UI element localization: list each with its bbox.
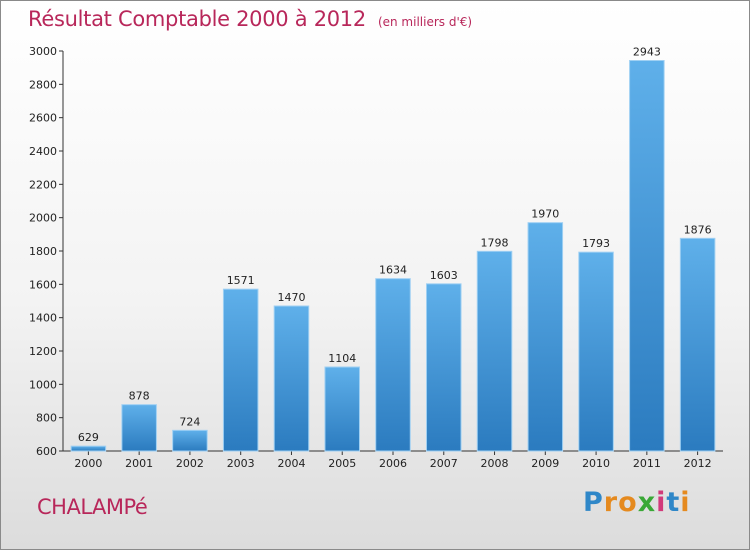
bar-value-label: 1470 [277,291,305,304]
bar-value-label: 1104 [328,352,356,365]
brand-logo-letter: x [637,487,657,518]
brand-logo-letter: i [656,487,667,518]
bar-value-label: 724 [179,415,200,428]
brand-logo-letter: r [603,487,619,518]
bar [629,60,665,452]
y-tick-label: 2400 [29,145,57,158]
bar-value-label: 2943 [633,46,661,59]
bar [273,305,310,452]
bar [527,222,564,452]
bar [679,237,716,452]
bar [324,366,360,452]
x-tick-label: 2003 [227,457,255,470]
brand-logo-letter: P [583,487,604,518]
x-tick-label: 2007 [430,457,458,470]
bar [172,429,208,452]
bar [70,445,107,452]
y-tick-label: 3000 [29,45,57,58]
chart-axes: 600 800 1000 1200 1400 1600 1800 2000 2200 2400 26… [29,45,723,470]
bar-value-label: 1876 [684,223,712,236]
brand-logo-letter: i [680,487,691,518]
chart-title: Résultat Comptable 2000 à 2012 [28,7,366,31]
y-tick-label: 2200 [29,178,57,191]
chart-data-labels: 629 878 724 1571 1470 1104 1634 1603 1798 1970 179… [78,46,712,445]
y-tick-label: 600 [36,445,57,458]
chart-bars [70,60,716,452]
x-tick-label: 2002 [176,457,204,470]
bar [121,404,157,452]
x-tick-label: 2005 [328,457,356,470]
x-tick-label: 2012 [684,457,712,470]
bar-value-label: 1634 [379,264,407,277]
brand-logo-letter: t [666,487,681,518]
bar [375,278,411,452]
chart-unit-note: (en milliers d'€) [377,15,473,29]
bar-value-label: 629 [78,431,99,444]
y-tick-label: 1200 [29,345,57,358]
x-tick-label: 2009 [531,457,559,470]
bar-value-label: 1970 [531,208,559,221]
x-tick-label: 2001 [125,457,153,470]
x-tick-label: 2006 [379,457,407,470]
x-tick-label: 2010 [582,457,610,470]
bar [426,283,462,452]
bar-value-label: 878 [129,390,150,403]
y-tick-label: 1600 [29,278,57,291]
x-tick-label: 2000 [74,457,102,470]
y-tick-label: 1400 [29,312,57,325]
x-tick-label: 2011 [633,457,661,470]
x-tick-label: 2008 [481,457,509,470]
brand-logo-letter: o [618,487,638,518]
x-tick-label: 2004 [277,457,305,470]
brand-logo: Proxiti [583,487,691,518]
commune-name: CHALAMPé [37,495,148,519]
bar [476,250,513,452]
chart-header: Résultat Comptable 2000 à 2012 (en millie… [28,7,472,31]
bar [578,251,614,452]
y-tick-label: 1000 [29,378,57,391]
bar [222,288,259,452]
bar-value-label: 1571 [227,274,255,287]
bar-value-label: 1793 [582,237,610,250]
bar-value-label: 1603 [430,269,458,282]
y-tick-label: 2600 [29,112,57,125]
y-tick-label: 1800 [29,245,57,258]
bar-value-label: 1798 [481,236,509,249]
y-tick-label: 2000 [29,212,57,225]
y-tick-label: 800 [36,412,57,425]
y-tick-label: 2800 [29,78,57,91]
